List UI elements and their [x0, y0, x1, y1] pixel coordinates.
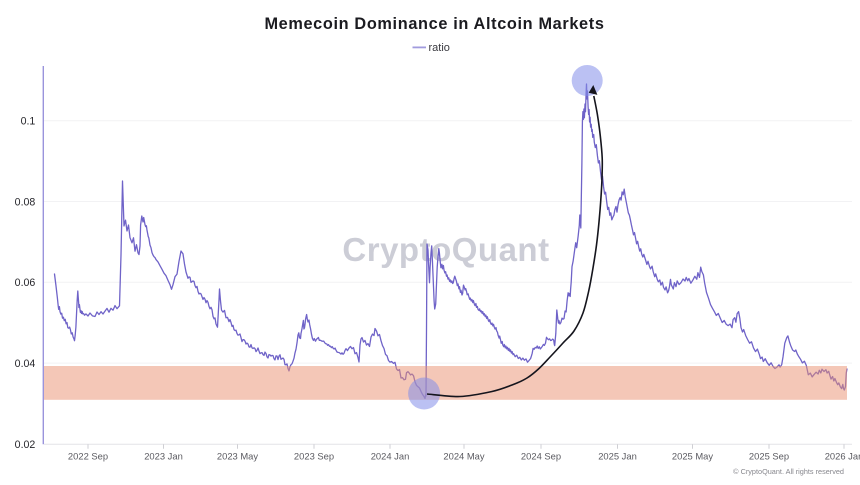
- svg-text:© CryptoQuant. All rights rese: © CryptoQuant. All rights reserved: [733, 467, 844, 476]
- svg-text:0.1: 0.1: [21, 116, 36, 128]
- svg-text:0.04: 0.04: [15, 358, 36, 370]
- svg-text:2024 Jan: 2024 Jan: [371, 451, 410, 462]
- svg-text:2024 Sep: 2024 Sep: [521, 451, 561, 462]
- svg-text:2023 Jan: 2023 Jan: [144, 451, 183, 462]
- svg-text:0.08: 0.08: [15, 196, 36, 208]
- svg-text:2023 May: 2023 May: [217, 451, 258, 462]
- svg-text:Memecoin Dominance in Altcoin: Memecoin Dominance in Altcoin Markets: [264, 15, 604, 33]
- svg-text:2025 Jan: 2025 Jan: [598, 451, 637, 462]
- svg-text:2026 Jan: 2026 Jan: [825, 451, 860, 462]
- svg-text:2022 Sep: 2022 Sep: [68, 451, 108, 462]
- svg-text:ratio: ratio: [429, 42, 450, 54]
- svg-text:2025 Sep: 2025 Sep: [749, 451, 789, 462]
- svg-text:2024 May: 2024 May: [443, 451, 484, 462]
- svg-text:CryptoQuant: CryptoQuant: [342, 231, 549, 268]
- svg-text:0.06: 0.06: [15, 277, 36, 289]
- svg-text:0.02: 0.02: [15, 439, 36, 451]
- svg-text:2025 May: 2025 May: [672, 451, 713, 462]
- svg-text:2023 Sep: 2023 Sep: [294, 451, 334, 462]
